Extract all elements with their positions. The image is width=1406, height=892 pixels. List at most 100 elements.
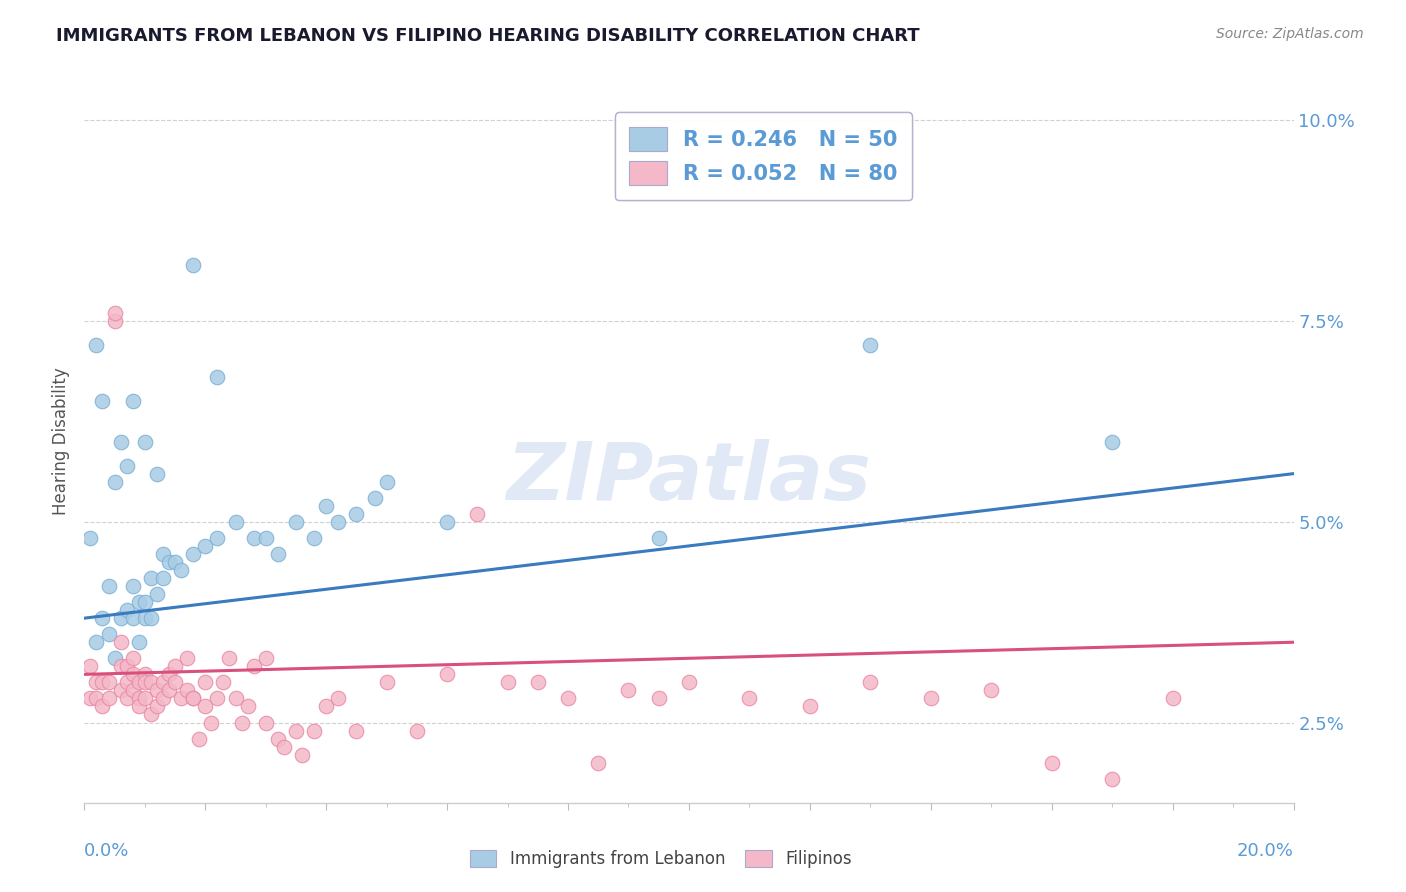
Point [254,531,277,545]
Point [104,314,127,328]
Point [375,475,398,489]
Point [363,491,385,505]
Point [225,691,247,706]
Point [97,691,120,706]
Point [128,675,150,690]
Point [97,675,120,690]
Point [165,555,187,569]
Point [346,507,368,521]
Point [146,467,169,481]
Point [86,691,108,706]
Point [121,394,143,409]
Point [157,555,180,569]
Point [110,683,132,698]
Point [170,563,193,577]
Point [170,691,193,706]
Point [1161,691,1184,706]
Point [121,611,143,625]
Point [188,731,211,746]
Point [97,579,120,593]
Point [738,691,761,706]
Point [1101,434,1123,449]
Point [91,675,114,690]
Point [152,691,174,706]
Point [104,306,127,320]
Point [146,699,169,714]
Point [134,675,156,690]
Point [165,659,187,673]
Point [254,651,277,665]
Point [181,691,204,706]
Point [157,667,180,681]
Point [121,683,143,698]
Point [104,651,127,665]
Point [436,515,458,529]
Point [920,691,942,706]
Point [254,715,277,730]
Point [212,675,235,690]
Point [648,691,671,706]
Point [242,531,264,545]
Point [225,515,247,529]
Point [86,675,108,690]
Point [285,515,308,529]
Text: IMMIGRANTS FROM LEBANON VS FILIPINO HEARING DISABILITY CORRELATION CHART: IMMIGRANTS FROM LEBANON VS FILIPINO HEAR… [56,27,920,45]
Point [1101,772,1123,786]
Point [79,531,101,545]
Point [242,659,264,673]
Point [617,683,640,698]
Point [139,707,162,722]
Point [207,531,229,545]
Point [146,683,169,698]
Point [273,739,295,754]
Point [1040,756,1063,770]
Point [134,611,156,625]
Point [648,531,671,545]
Point [527,675,550,690]
Point [328,515,350,529]
Point [267,547,290,561]
Point [218,651,240,665]
Point [134,691,156,706]
Text: 20.0%: 20.0% [1237,842,1294,860]
Point [121,651,143,665]
Point [91,394,114,409]
Point [678,675,700,690]
Point [134,595,156,609]
Point [110,611,132,625]
Point [496,675,519,690]
Legend: Immigrants from Lebanon, Filipinos: Immigrants from Lebanon, Filipinos [463,843,859,875]
Point [346,723,368,738]
Point [436,667,458,681]
Point [176,683,198,698]
Text: 0.0%: 0.0% [84,842,129,860]
Point [152,675,174,690]
Point [165,675,187,690]
Point [315,499,337,513]
Point [115,691,138,706]
Point [86,635,108,649]
Point [110,659,132,673]
Point [302,723,325,738]
Point [302,531,325,545]
Point [91,611,114,625]
Y-axis label: Hearing Disability: Hearing Disability [52,368,70,516]
Point [128,595,150,609]
Point [139,571,162,585]
Point [194,675,217,690]
Point [328,691,350,706]
Point [134,434,156,449]
Point [194,699,217,714]
Legend: R = 0.246   N = 50, R = 0.052   N = 80: R = 0.246 N = 50, R = 0.052 N = 80 [614,112,912,200]
Point [375,675,398,690]
Point [128,691,150,706]
Point [315,699,337,714]
Point [859,675,882,690]
Point [285,723,308,738]
Point [115,675,138,690]
Point [176,651,198,665]
Point [121,579,143,593]
Point [97,627,120,641]
Point [79,659,101,673]
Point [110,635,132,649]
